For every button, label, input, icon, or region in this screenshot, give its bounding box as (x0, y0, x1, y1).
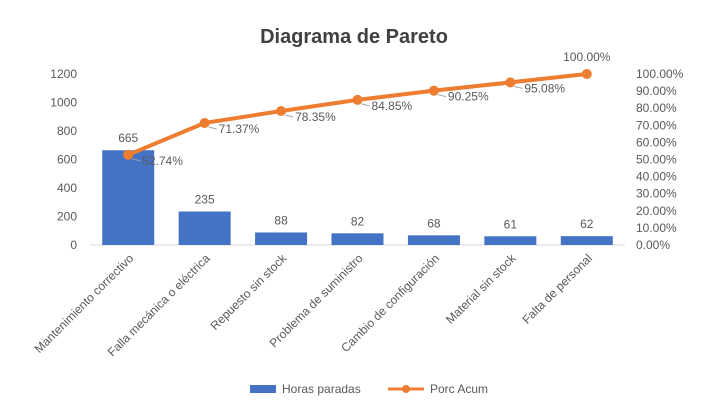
bar (331, 233, 384, 245)
line-label-leader (361, 103, 370, 107)
y-right-tick-label: 60.00% (636, 135, 677, 149)
bar-series: 665 235 88 82 68 61 62 (102, 131, 613, 245)
y-right-tick-label: 30.00% (636, 187, 677, 201)
bar-data-label: 68 (427, 216, 441, 230)
y-right-tick-label: 70.00% (636, 118, 677, 132)
bar (255, 232, 308, 245)
line-point (581, 69, 592, 79)
y-right-tick-label: 80.00% (636, 101, 677, 115)
x-tick-label: Falta de personal (519, 251, 594, 326)
chart-title: Diagrama de Pareto (260, 26, 448, 48)
bar-data-label: 62 (580, 217, 594, 231)
bar-data-label: 235 (195, 193, 215, 207)
y-left-tick-label: 600 (57, 153, 77, 167)
line-point (352, 94, 363, 105)
y-left-tick-label: 1000 (50, 96, 77, 110)
line-data-label: 84.85% (372, 99, 413, 113)
y-right-tick-label: 20.00% (636, 204, 677, 218)
line-label-leader (437, 94, 447, 98)
line-label-leader (132, 158, 141, 162)
legend-swatch-marker (402, 385, 410, 393)
line-data-label: 78.35% (295, 110, 336, 124)
y-right-tick-label: 90.00% (636, 84, 677, 98)
bar-data-label: 82 (351, 214, 365, 228)
bar (560, 236, 613, 245)
line-point (428, 85, 439, 96)
legend-label-line: Porc Acum (430, 382, 488, 396)
line-label-leader (208, 126, 217, 130)
bar-data-label: 88 (274, 213, 288, 227)
cumulative-line (127, 72, 588, 157)
y-left-tick-label: 800 (57, 124, 77, 138)
line-data-label: 95.08% (524, 81, 565, 95)
y-right-tick-label: 100.00% (636, 67, 684, 81)
y-right-tick-label: 40.00% (636, 170, 677, 184)
x-tick-label: Material sin stock (443, 251, 519, 327)
bar (484, 236, 537, 245)
y-right-tick-label: 10.00% (636, 221, 677, 235)
right-axis: 0.00% 10.00% 20.00% 30.00% 40.00% 50.00% 60.00… (636, 67, 684, 252)
line-point (123, 149, 134, 160)
y-right-tick-label: 50.00% (636, 153, 677, 167)
y-left-tick-label: 400 (57, 181, 77, 195)
line-point (276, 106, 287, 117)
line-point (505, 77, 516, 88)
left-axis: 0 200 400 600 800 1000 1200 (50, 67, 77, 252)
bar-data-label: 61 (504, 217, 518, 231)
x-tick-label: Repuesto sin stock (208, 251, 290, 333)
bar (178, 211, 231, 245)
y-right-tick-label: 0.00% (636, 238, 670, 252)
line-point (199, 117, 210, 128)
bar-data-label: 665 (118, 131, 138, 145)
legend: Horas paradas Porc Acum (250, 382, 488, 396)
legend-swatch-bar (250, 385, 276, 393)
line-data-label: 52.74% (142, 154, 183, 168)
legend-label-bar: Horas paradas (282, 382, 361, 396)
line-label-leader (514, 85, 523, 89)
y-left-tick-label: 0 (70, 238, 77, 252)
line-series: 52.74% 71.37% 78.35% 84.85% 90.25% 95.08% 100.… (123, 50, 611, 168)
bar (407, 235, 460, 245)
y-left-tick-label: 200 (57, 210, 77, 224)
line-data-label: 90.25% (448, 90, 489, 104)
line-data-label: 71.37% (219, 122, 260, 136)
bar (102, 150, 155, 245)
y-left-tick-label: 1200 (50, 67, 77, 81)
line-label-leader (284, 114, 294, 118)
line-data-label: 100.00% (563, 50, 611, 64)
